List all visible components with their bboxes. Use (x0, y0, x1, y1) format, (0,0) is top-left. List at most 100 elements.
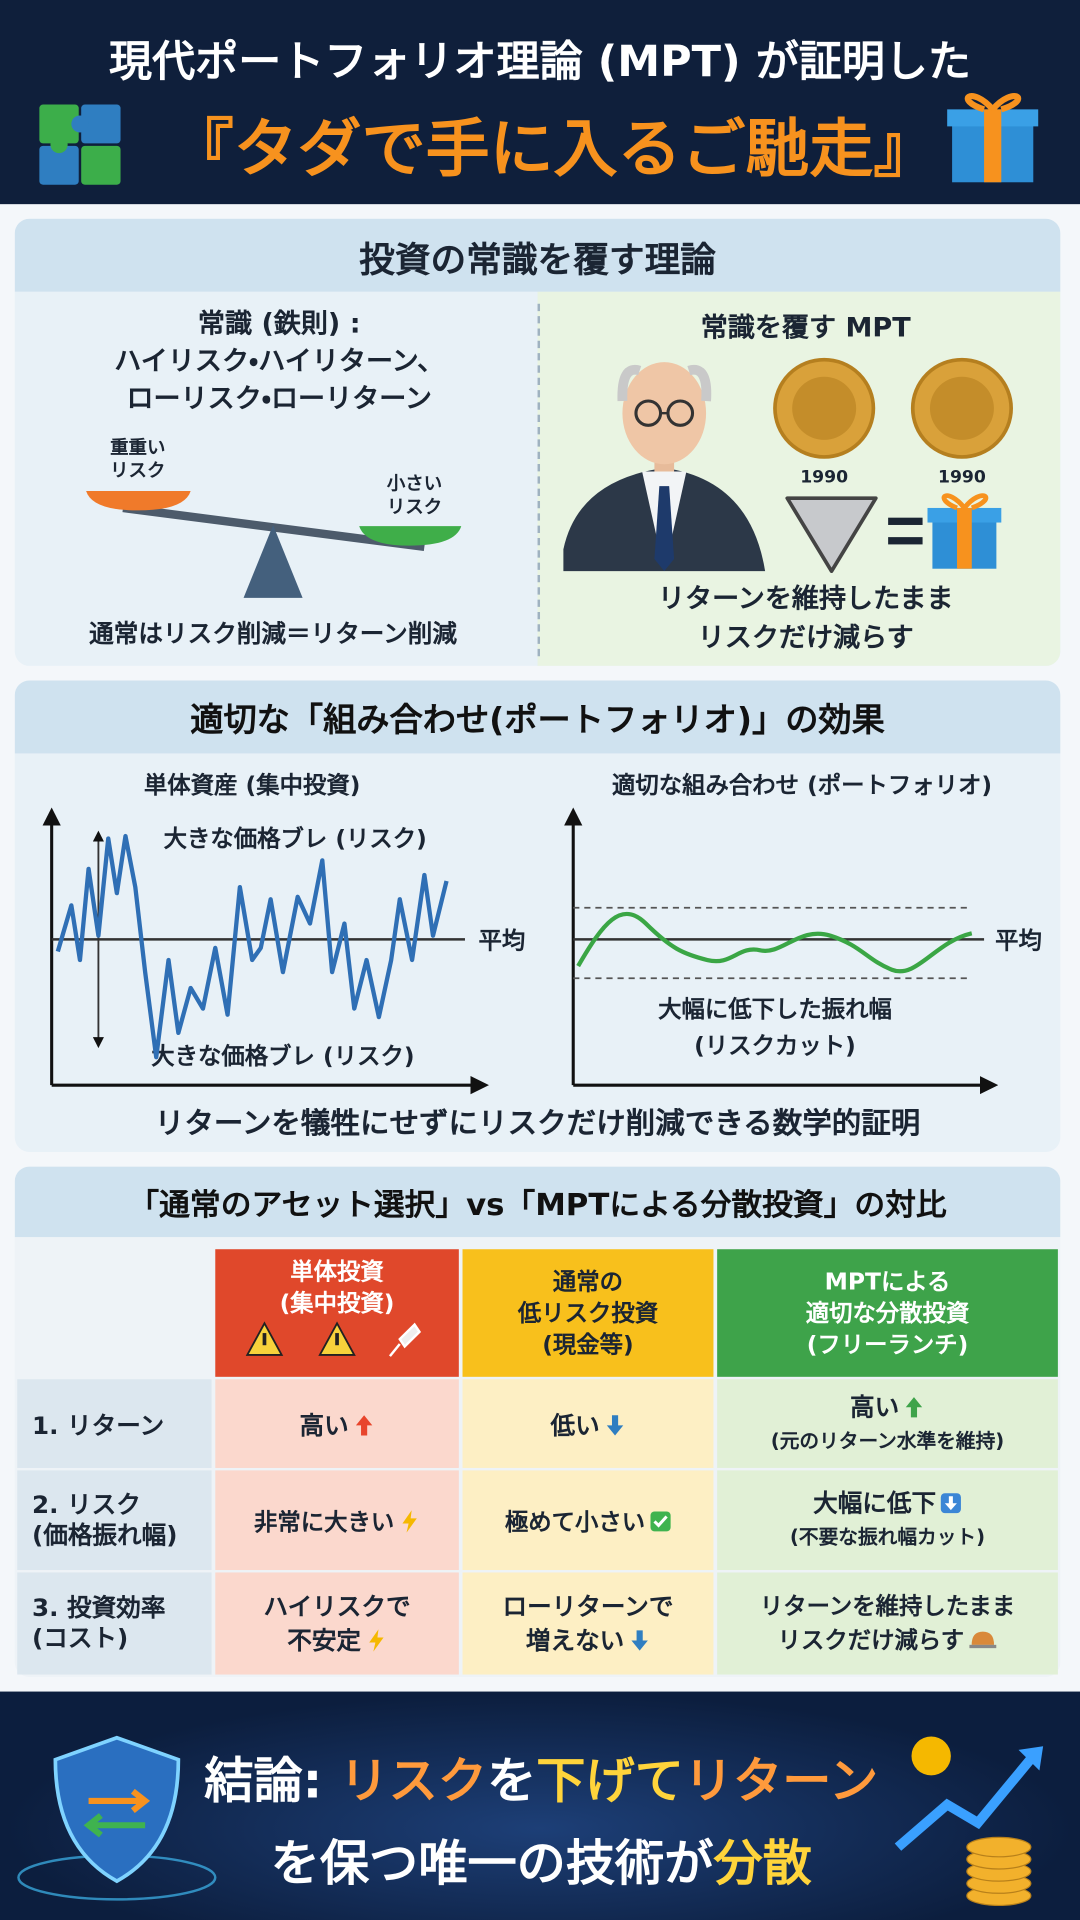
text-line: (リスクカット) (694, 1032, 856, 1060)
shield-icon (53, 1735, 181, 1884)
cell-text: 高い (849, 1392, 900, 1422)
section-title: 「通常のアセット選択」vs「MPTによる分散投資」の対比 (128, 1187, 947, 1223)
table-cell: 非常に大きい (215, 1470, 459, 1571)
medal-face (929, 376, 994, 440)
medal-face (792, 376, 857, 440)
table-cell: 高い (215, 1379, 459, 1468)
rule-caption: 通常はリスク削減＝リターン削減 (89, 619, 457, 649)
risk-note: 大幅に低下した振れ幅 (リスクカット) (658, 992, 892, 1065)
light-dish (359, 526, 462, 546)
section-bar (14, 1166, 1061, 1238)
divider (537, 303, 541, 657)
footer-line: 結論: リスクを下げてリターン (204, 1741, 878, 1811)
column-header: 単体投資 (集中投資) (215, 1249, 459, 1377)
cell-text: 不安定 (287, 1625, 362, 1656)
row-label: 2. リスク (価格振れ幅) (17, 1470, 212, 1571)
up-arrow (905, 1396, 923, 1417)
text-line: 小さい (386, 472, 443, 495)
text-line: 1. リターン (31, 1410, 165, 1441)
header-title: 現代ポートフォリオ理論 (MPT) が証明した (109, 38, 972, 87)
footer-highlight: リターン (683, 1753, 879, 1810)
down-arrow (630, 1630, 648, 1651)
text-line: 低リスク投資 (517, 1299, 659, 1327)
footer (0, 1691, 1080, 1920)
chart-title: 単体資産 (集中投資) (143, 772, 361, 799)
footer-highlight: 下げて (536, 1753, 684, 1810)
column-header: MPTによる 適切な分散投資 (フリーランチ) (717, 1249, 1058, 1377)
cell-text: ハイリスクで (263, 1591, 411, 1622)
cell-text: リスクだけ減らす (777, 1627, 965, 1654)
table-cell: 低い (462, 1379, 714, 1468)
table-cell: リターンを維持したまま リスクだけ減らす (717, 1572, 1058, 1675)
footer-line: を保つ唯一の技術が分散 (271, 1824, 812, 1894)
cell-text: 極めて小さい (504, 1508, 646, 1536)
text-line: 通常の (552, 1268, 624, 1295)
table-cell: ローリターンで 増えない (462, 1572, 714, 1675)
text-line: 3. 投資効率 (31, 1593, 166, 1623)
down-box-icon (940, 1493, 961, 1514)
column-header: 通常の 低リスク投資 (現金等) (462, 1249, 714, 1377)
check-icon (649, 1510, 671, 1531)
footer-text: を (487, 1753, 537, 1810)
header-subtitle: 『タダで手に入るご馳走』 (169, 113, 938, 187)
footer-highlight: 分散 (713, 1836, 812, 1893)
row-label: 1. リターン (17, 1379, 212, 1468)
text-line: リスク (110, 459, 166, 482)
text-line: 重重い (110, 436, 166, 459)
gift-icon (947, 93, 1039, 183)
cell-text: 増えない (525, 1625, 625, 1656)
heavy-label: 重重い リスク (110, 436, 165, 482)
coin-stack (966, 1836, 1032, 1907)
cell-text: (元のリターン水準を維持) (770, 1428, 1005, 1452)
risk-label: 大きな価格ブレ (リスク) (163, 825, 427, 853)
seesaw-fulcrum (243, 524, 303, 598)
theory-panel (14, 218, 1061, 666)
text-line: リスク (386, 495, 443, 518)
cell-text: 大幅に低下 (813, 1488, 937, 1518)
text-line: ハイリスク・ハイリターン、 (114, 346, 445, 378)
text-line: (現金等) (542, 1331, 634, 1358)
text-line: 適切な分散投資 (805, 1299, 970, 1327)
light-label: 小さい リスク (387, 473, 442, 519)
risk-label: 大きな価格ブレ (リスク) (151, 1043, 415, 1070)
text-line: ローリスク・ローリターン (126, 384, 432, 415)
bolt-icon (368, 1629, 383, 1652)
up-arrow (355, 1415, 372, 1436)
text-line: (フリーランチ) (806, 1331, 969, 1358)
coin (911, 1736, 951, 1776)
mpt-heading: 常識を覆す MPT (700, 313, 911, 344)
heavy-dish (86, 490, 191, 511)
section-bar (14, 218, 1061, 292)
section-bar (14, 680, 1061, 754)
table-cell: ハイリスクで 不安定 (215, 1572, 459, 1675)
text-line: 単体投資 (290, 1258, 384, 1286)
footer-highlight: リスク (339, 1753, 488, 1810)
chart-title: 適切な組み合わせ (ポートフォリオ) (611, 772, 993, 799)
footer-text: 結論: (204, 1753, 323, 1810)
puzzle-icon (39, 104, 121, 185)
text-line: 常識 (鉄則) : (197, 309, 361, 340)
cell-text: (不要な振れ幅カット) (789, 1525, 986, 1549)
warning-icons (245, 1321, 422, 1357)
effect-panel (14, 680, 1061, 1153)
text-line: 大幅に低下した振れ幅 (658, 996, 892, 1024)
table-cell: 大幅に低下 (不要な振れ幅カット) (717, 1470, 1058, 1571)
medal-year: 1990 (937, 467, 986, 488)
axes (42, 807, 999, 1095)
table-cell: 高い (元のリターン水準を維持) (717, 1379, 1058, 1468)
volatile-line (55, 833, 449, 1060)
effect-conclusion: リターンを犠牲にせずにリスクだけ削減できる数学的証明 (154, 1106, 921, 1141)
text-line: (現金等) (542, 1329, 633, 1361)
text-line: 2. リスク (31, 1489, 141, 1519)
cell-text: リターンを維持したまま (759, 1593, 1016, 1620)
text-line: リスクだけ減らす (697, 623, 914, 654)
cell-text: ローリターンで (502, 1591, 674, 1622)
section-title: 投資の常識を覆す理論 (359, 239, 716, 281)
cell-text: 高い (299, 1410, 349, 1441)
row-label: 3. 投資効率 (コスト) (17, 1572, 212, 1675)
